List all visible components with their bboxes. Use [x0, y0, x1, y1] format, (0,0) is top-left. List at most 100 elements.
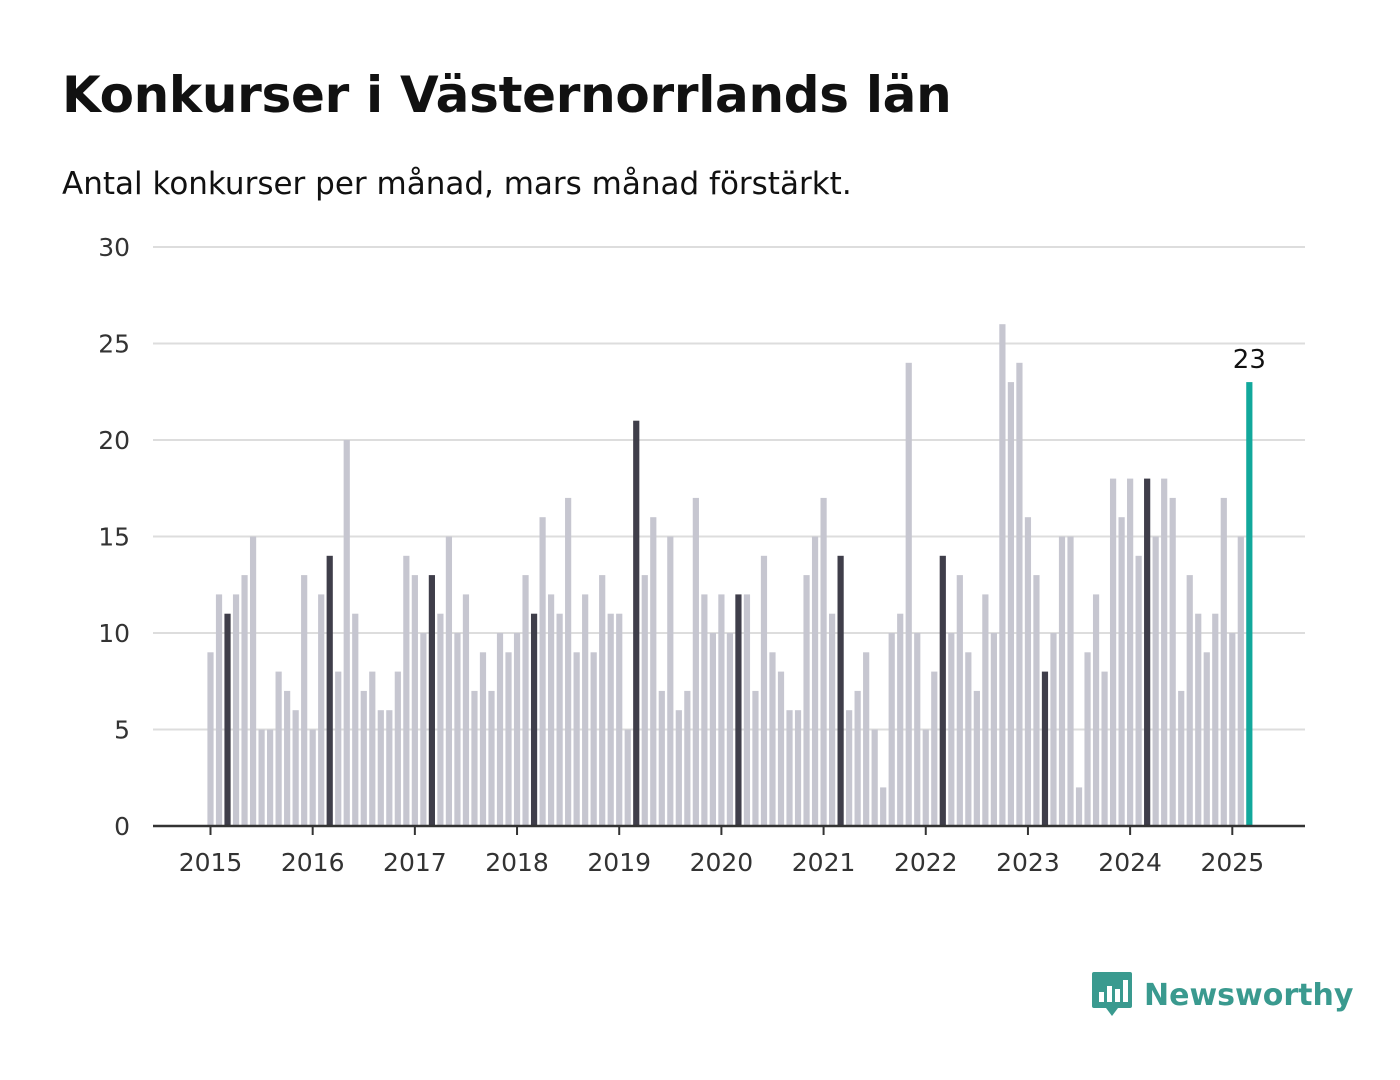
bar [973, 690, 980, 826]
bar [990, 633, 997, 826]
bar [343, 440, 350, 826]
bar [897, 613, 904, 826]
bar [513, 633, 521, 826]
bar [1161, 478, 1168, 826]
bar [607, 613, 614, 826]
bar [1229, 633, 1236, 826]
chart-subtitle: Antal konkurser per månad, mars månad fö… [62, 166, 852, 202]
bar [522, 575, 529, 826]
bar [428, 575, 435, 826]
bar [1152, 536, 1159, 826]
bar [445, 536, 453, 826]
x-axis: 2015 2016 2017 2018 2019 2020 2021 2022 2023 2024… [153, 824, 1305, 877]
x-tick-label: 2018 [485, 848, 549, 877]
bar [292, 710, 299, 826]
bar [1195, 613, 1202, 826]
bar [786, 710, 793, 826]
bar [335, 671, 342, 826]
x-tick-label: 2024 [1098, 848, 1162, 877]
bar [224, 613, 231, 826]
bar [369, 671, 376, 826]
bar [1084, 652, 1091, 826]
bar [352, 613, 359, 826]
bar [948, 633, 955, 826]
bar [241, 575, 248, 826]
y-tick-label: 30 [98, 233, 130, 262]
bar [488, 690, 495, 826]
bar [650, 517, 657, 826]
bar [743, 594, 751, 826]
bar [735, 594, 742, 826]
bar [479, 652, 487, 826]
bar [1246, 382, 1253, 826]
bar [267, 729, 274, 826]
bar [1144, 478, 1151, 826]
bar [599, 575, 606, 826]
bar [854, 690, 861, 826]
bar [318, 594, 325, 826]
chart-title: Konkurser i Västernorrlands län [62, 66, 952, 124]
bar [794, 710, 802, 826]
y-tick-label: 10 [98, 619, 130, 648]
bar [590, 652, 597, 826]
bar [539, 517, 546, 826]
bar [1237, 536, 1244, 826]
bar [1169, 497, 1176, 826]
bar [1016, 362, 1023, 826]
bar [582, 594, 589, 826]
bar [1178, 690, 1185, 826]
bar [701, 594, 708, 826]
bar [301, 575, 308, 826]
bar [846, 710, 853, 826]
data-label: 23 [1233, 345, 1266, 375]
bar [530, 613, 538, 826]
bar [769, 652, 776, 826]
bar [982, 594, 989, 826]
bar [1203, 652, 1210, 826]
bar [360, 690, 367, 826]
bar [1024, 517, 1032, 826]
bar [633, 420, 640, 826]
bar [275, 671, 282, 826]
y-tick-label: 25 [98, 330, 130, 359]
bars [207, 324, 1253, 826]
bar [616, 613, 623, 826]
bar [871, 729, 878, 826]
brand-name: Newsworthy [1144, 977, 1354, 1013]
bar [573, 652, 580, 826]
bar [692, 497, 699, 826]
bar [863, 652, 870, 826]
bar [309, 729, 316, 826]
bar [1220, 497, 1227, 826]
bar [249, 536, 257, 826]
bar [565, 497, 572, 826]
y-tick-label: 0 [114, 812, 130, 841]
bar [1135, 555, 1142, 826]
bar [471, 690, 478, 826]
bar [377, 710, 384, 826]
bar [207, 652, 214, 826]
bar [726, 633, 734, 826]
bar [1067, 536, 1074, 826]
bar [437, 613, 444, 826]
bar [1050, 633, 1057, 826]
bar [1109, 478, 1117, 826]
bar [675, 710, 682, 826]
bar [232, 594, 240, 826]
bar [403, 555, 410, 826]
bar [556, 613, 563, 826]
bar [760, 555, 768, 826]
bar [914, 633, 921, 826]
x-tick-label: 2023 [996, 848, 1060, 877]
bar [718, 594, 725, 826]
y-axis-tick-labels: 0 5 10 15 20 25 30 [98, 233, 130, 841]
bar [326, 555, 333, 826]
bar [931, 671, 938, 826]
bar [828, 613, 836, 826]
x-tick-label: 2016 [281, 848, 345, 877]
bar [420, 633, 427, 826]
x-tick-label: 2020 [690, 848, 754, 877]
bar [215, 594, 223, 826]
bar [1212, 613, 1219, 826]
